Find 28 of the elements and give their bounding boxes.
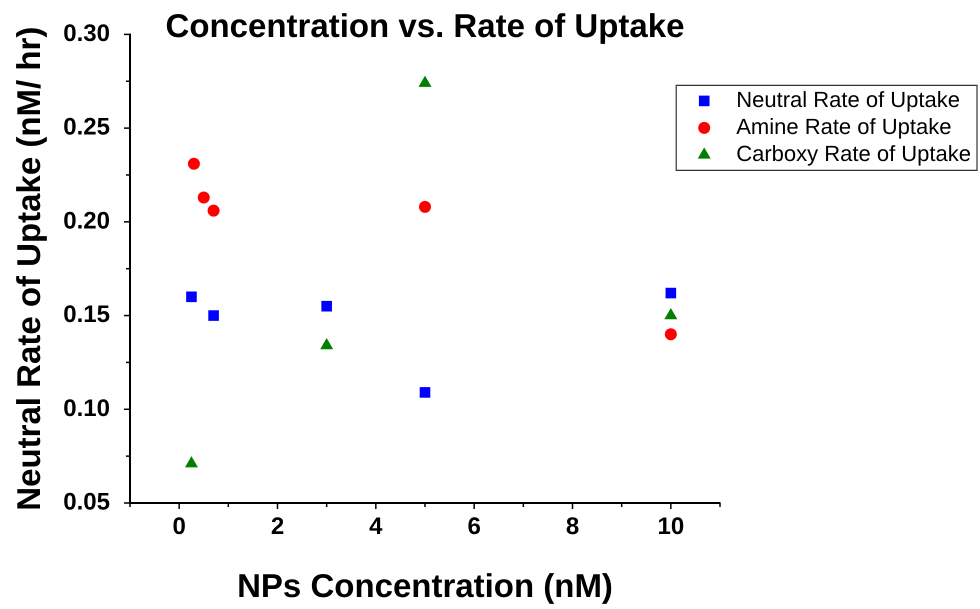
legend-label: Neutral Rate of Uptake	[736, 86, 960, 112]
chart-title: Concentration vs. Rate of Uptake	[166, 7, 684, 44]
x-tick-label: 10	[657, 513, 684, 540]
legend-label: Amine Rate of Uptake	[736, 114, 952, 139]
point	[198, 191, 210, 204]
x-tick-label: 0	[172, 513, 186, 540]
y-tick-label: 0.25	[63, 114, 110, 141]
legend-label: Carboxy Rate of Uptake	[736, 140, 971, 166]
y-tick-label: 0.30	[63, 20, 110, 48]
y-tick-label: 0.05	[63, 488, 110, 516]
x-tick-label: 4	[369, 513, 384, 540]
point	[321, 300, 332, 312]
point	[664, 328, 677, 340]
y-tick-label: 0.20	[63, 207, 110, 234]
y-tick-label: 0.15	[63, 301, 110, 328]
point	[420, 387, 430, 398]
y-axis-title: Neutral Rate of Uptake (nM/ hr)	[10, 26, 48, 511]
point	[419, 200, 431, 213]
point	[208, 204, 220, 217]
x-tick-label: 2	[270, 513, 284, 540]
point	[208, 310, 219, 321]
y-tick-label: 0.10	[63, 394, 110, 422]
point	[186, 292, 197, 302]
x-axis-title: NPs Concentration (nM)	[237, 567, 613, 604]
point	[188, 158, 200, 170]
point	[666, 288, 676, 298]
x-tick-label: 8	[566, 513, 580, 540]
x-tick-label: 6	[467, 513, 481, 540]
